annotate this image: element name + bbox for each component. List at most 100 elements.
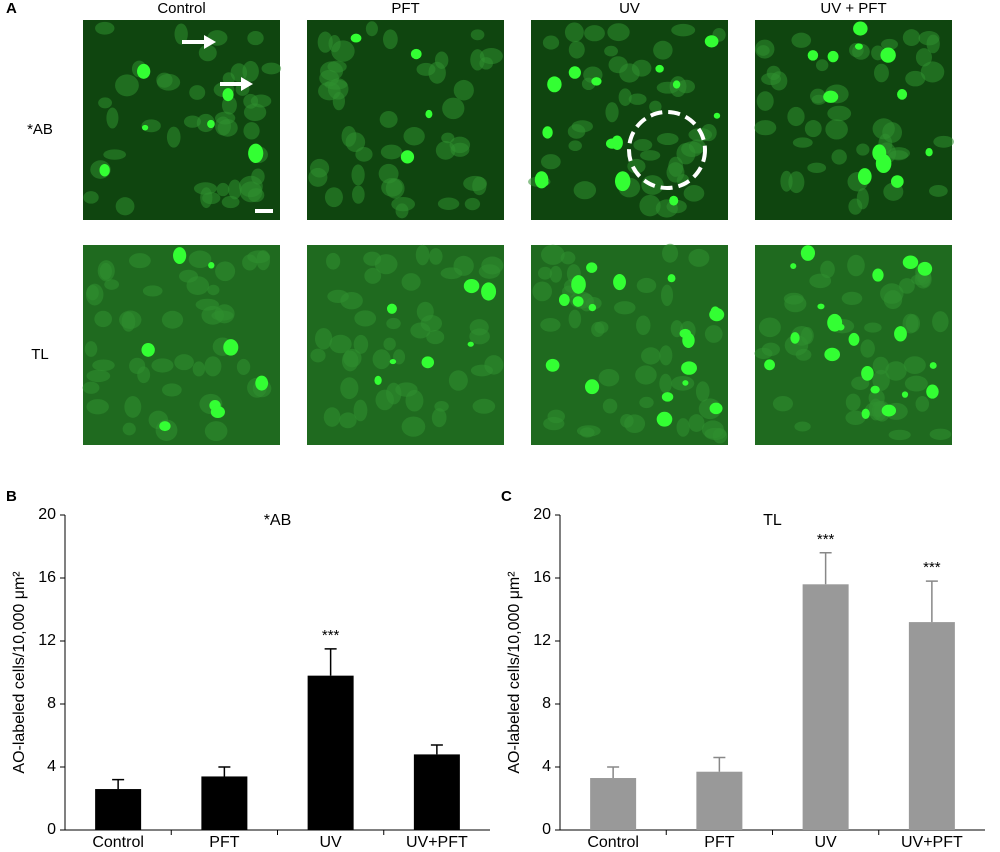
- cell: [688, 248, 710, 267]
- cell: [416, 301, 434, 322]
- cell: [156, 72, 173, 88]
- y-tick-label: 16: [533, 569, 551, 586]
- bright-cell: [861, 408, 870, 420]
- cell: [543, 416, 565, 431]
- cell: [204, 421, 228, 441]
- cell: [82, 381, 100, 394]
- cell: [340, 377, 359, 400]
- cell: [795, 348, 812, 361]
- bright-cell: [467, 341, 474, 347]
- bright-cell: [925, 147, 933, 157]
- bright-cell: [463, 278, 480, 294]
- cell: [804, 120, 822, 138]
- bright-cell: [400, 150, 415, 164]
- cell: [441, 132, 455, 144]
- cell: [568, 40, 585, 59]
- error-bar: [925, 580, 938, 623]
- cell: [324, 187, 343, 208]
- bright-cell: [661, 392, 674, 402]
- micrograph: [531, 245, 728, 445]
- x-tick-label: UV+PFT: [901, 834, 963, 851]
- bright-cell: [854, 43, 863, 50]
- arrow-head: [204, 35, 216, 49]
- cell: [189, 85, 206, 100]
- y-tick-label: 12: [533, 632, 551, 649]
- cell: [602, 398, 618, 414]
- bright-cell: [817, 303, 825, 310]
- cell: [811, 94, 827, 105]
- arrow-head: [241, 77, 253, 91]
- bright-cell: [208, 262, 215, 269]
- bright-cell: [872, 268, 884, 282]
- y-tick-label: 20: [38, 506, 56, 523]
- cell: [193, 182, 217, 195]
- cell: [453, 255, 474, 276]
- cell: [653, 40, 673, 60]
- cell: [631, 59, 652, 77]
- cell: [591, 321, 605, 337]
- bright-cell: [572, 296, 584, 307]
- cell: [639, 194, 661, 217]
- column-header: UV: [619, 0, 640, 17]
- cell: [83, 191, 99, 204]
- cell: [472, 176, 487, 196]
- cell: [885, 361, 907, 381]
- cell: [820, 260, 835, 279]
- cell: [106, 107, 119, 129]
- bright-cell: [679, 328, 692, 339]
- bright-cell: [210, 405, 225, 419]
- bright-cell: [790, 263, 797, 269]
- cell: [628, 93, 647, 105]
- cell: [792, 137, 813, 148]
- bright-cell: [547, 76, 562, 93]
- cell: [641, 347, 661, 365]
- cell: [352, 185, 365, 204]
- cell: [236, 358, 251, 375]
- cell: [437, 197, 460, 210]
- chart-title: *AB: [264, 512, 292, 529]
- cell: [872, 369, 890, 391]
- cell: [783, 292, 804, 305]
- bright-cell: [682, 380, 689, 386]
- cell: [104, 279, 120, 290]
- cell: [904, 375, 928, 392]
- cell: [825, 119, 848, 140]
- cell: [401, 416, 426, 437]
- error-bar: [430, 744, 443, 755]
- cell: [326, 252, 341, 270]
- cell: [766, 65, 781, 81]
- cell: [364, 267, 382, 284]
- cell: [166, 126, 181, 148]
- cell: [386, 317, 401, 330]
- error-bar: [324, 648, 337, 676]
- significance-label: ***: [817, 531, 835, 548]
- cell: [873, 63, 889, 83]
- x-tick-label: PFT: [704, 834, 734, 851]
- cell: [905, 70, 926, 87]
- y-tick-label: 4: [47, 758, 56, 775]
- cell: [383, 337, 396, 351]
- bright-cell: [421, 356, 435, 369]
- highlight-circle: [627, 110, 707, 190]
- cell: [540, 244, 565, 265]
- bright-cell: [223, 339, 239, 356]
- cell: [881, 38, 899, 50]
- panel-label: C: [501, 488, 512, 505]
- cell: [174, 23, 188, 45]
- cell: [207, 284, 220, 296]
- cell: [256, 249, 271, 271]
- cell: [426, 329, 445, 345]
- cell: [608, 56, 628, 74]
- cell: [201, 305, 225, 325]
- x-tick-label: Control: [587, 834, 639, 851]
- cell: [363, 251, 382, 266]
- cell: [391, 196, 416, 212]
- y-tick-label: 8: [47, 695, 56, 712]
- cell: [864, 322, 882, 333]
- cell: [354, 310, 377, 327]
- bright-cell: [545, 358, 560, 372]
- cell: [579, 427, 595, 438]
- bright-cell: [586, 262, 598, 273]
- cell: [856, 143, 870, 156]
- cell: [756, 45, 770, 56]
